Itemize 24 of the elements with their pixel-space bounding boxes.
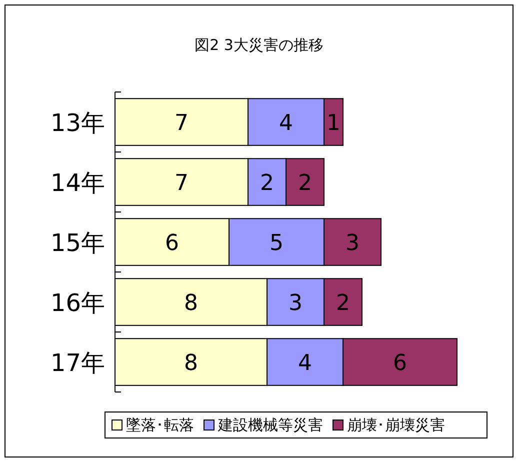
y-tick-label: 17年 — [50, 349, 105, 377]
data-label: 5 — [270, 231, 284, 256]
data-label: 2 — [260, 171, 274, 196]
y-tick-label: 14年 — [50, 169, 105, 197]
data-label: 4 — [279, 111, 293, 136]
data-label: 7 — [174, 171, 188, 196]
data-label: 6 — [165, 231, 179, 256]
data-label: 8 — [184, 291, 198, 316]
data-label: 2 — [336, 291, 350, 316]
legend-label: 建設機械等災害 — [217, 416, 323, 434]
data-label: 3 — [346, 231, 360, 256]
data-label: 3 — [288, 291, 302, 316]
data-label: 4 — [298, 351, 312, 376]
data-label: 7 — [174, 111, 188, 136]
y-tick-label: 15年 — [50, 229, 105, 257]
chart-title: 図2 3大災害の推移 — [194, 36, 324, 54]
y-tick-label: 13年 — [50, 109, 105, 137]
legend-label: 崩壊･崩壊災害 — [347, 416, 445, 434]
data-label: 2 — [298, 171, 312, 196]
data-label: 8 — [184, 351, 198, 376]
data-label: 6 — [393, 351, 407, 376]
legend-label: 墜落･転落 — [126, 416, 194, 434]
y-tick-label: 16年 — [50, 289, 105, 317]
data-label: 1 — [326, 111, 340, 136]
